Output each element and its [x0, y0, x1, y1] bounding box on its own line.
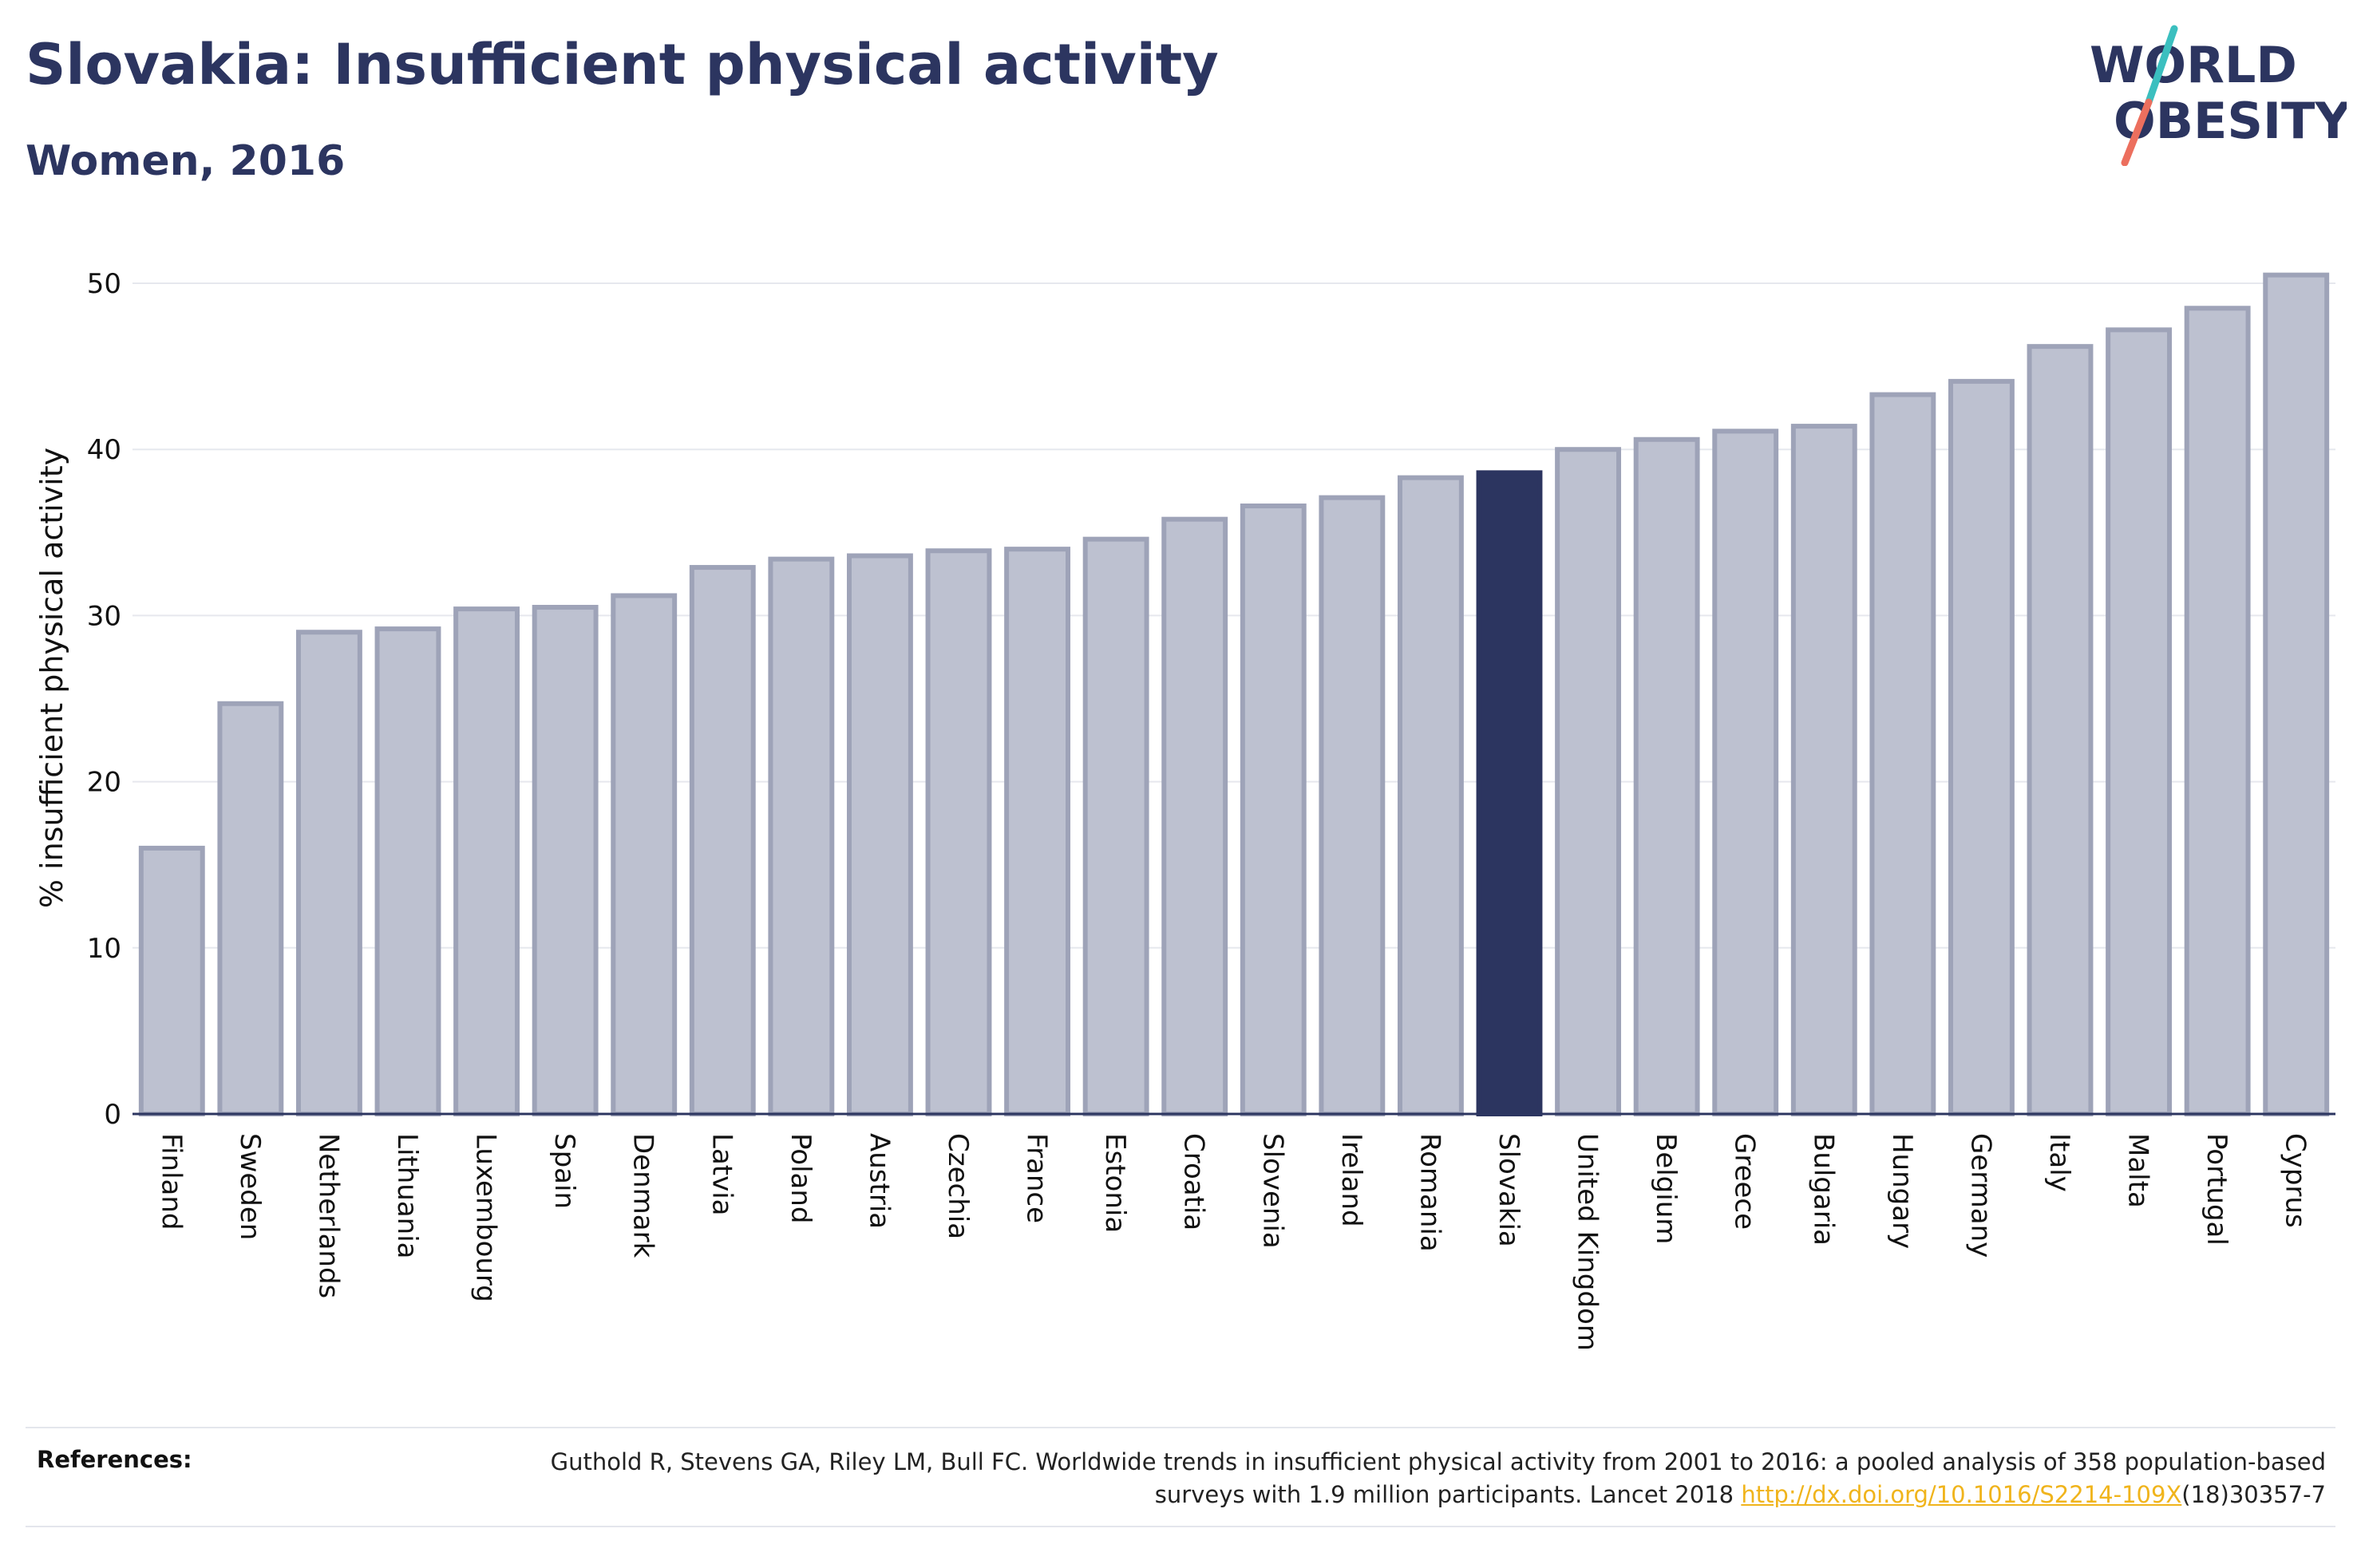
references-divider-top — [26, 1427, 2335, 1428]
x-tick-label: Romania — [1414, 1133, 1445, 1252]
world-obesity-logo: WORLD OBESITY — [2090, 25, 2347, 166]
bar-belgium — [1633, 436, 1700, 1116]
bar-austria — [846, 553, 913, 1116]
chart-title: Slovakia: Insufficient physical activity — [26, 32, 1219, 97]
bars — [138, 272, 2330, 1117]
x-tick-label: Finland — [155, 1133, 187, 1230]
bar-netherlands — [295, 630, 362, 1116]
bar-portugal — [2184, 306, 2251, 1116]
x-tick-label: Portugal — [2201, 1133, 2232, 1246]
x-tick-label: Luxembourg — [470, 1133, 502, 1302]
y-tick-label: 10 — [87, 933, 121, 965]
x-axis-labels: Finland Sweden Netherlands Lithuania Luxembo… — [155, 1133, 2311, 1351]
bar-croatia — [1161, 516, 1228, 1116]
bar-spain — [532, 605, 599, 1116]
bar-romania — [1397, 475, 1464, 1116]
logo-slash-coral — [2121, 98, 2153, 166]
bar-luxembourg — [453, 606, 520, 1116]
bar-hungary — [1869, 392, 1936, 1117]
x-tick-label: Greece — [1729, 1133, 1761, 1230]
y-tick-label: 0 — [104, 1099, 121, 1131]
x-tick-label: Lithuania — [391, 1133, 423, 1258]
bar-ireland — [1319, 495, 1386, 1116]
x-tick-label: Spain — [548, 1133, 580, 1209]
x-tick-label: Latvia — [706, 1133, 738, 1216]
x-tick-label: Czechia — [942, 1133, 974, 1239]
x-tick-label: Slovakia — [1493, 1133, 1525, 1247]
y-tick-label: 50 — [87, 268, 121, 300]
references-divider-bottom — [26, 1526, 2335, 1527]
bar-lithuania — [374, 626, 441, 1116]
bar-sweden — [217, 701, 284, 1116]
logo-line-1: WORLD — [2090, 36, 2297, 94]
x-tick-label: Netherlands — [312, 1133, 344, 1298]
y-tick-label: 20 — [87, 767, 121, 799]
y-axis-title: % insufficient physical activity — [34, 448, 69, 908]
chart-subtitle: Women, 2016 — [26, 137, 346, 185]
bar-slovakia — [1476, 470, 1543, 1116]
x-tick-label: Belgium — [1650, 1133, 1682, 1244]
bar-malta — [2106, 327, 2173, 1116]
reference-doi-link[interactable]: http://dx.doi.org/10.1016/S2214-109X — [1741, 1481, 2182, 1508]
bar-germany — [1948, 378, 2015, 1116]
x-tick-label: Germany — [1964, 1133, 1996, 1258]
bar-estonia — [1082, 536, 1149, 1116]
x-tick-label: Cyprus — [2280, 1133, 2312, 1228]
bar-finland — [138, 845, 205, 1117]
references-text: Guthold R, Stevens GA, Riley LM, Bull FC… — [490, 1446, 2326, 1511]
x-tick-label: Italy — [2043, 1133, 2075, 1192]
x-tick-label: Slovenia — [1256, 1133, 1288, 1249]
x-tick-label: Bulgaria — [1807, 1133, 1839, 1246]
bar-france — [1004, 547, 1071, 1116]
bar-italy — [2027, 344, 2094, 1117]
reference-citation: Guthold R, Stevens GA, Riley LM, Bull FC… — [550, 1448, 2326, 1508]
x-tick-label: Sweden — [234, 1133, 266, 1240]
x-tick-label: Croatia — [1178, 1133, 1210, 1230]
x-tick-label: Denmark — [627, 1133, 659, 1258]
logo-slash-teal — [2145, 25, 2178, 106]
x-tick-label: Estonia — [1099, 1133, 1131, 1233]
bar-czechia — [925, 548, 992, 1116]
y-axis-ticks: 0 10 20 30 40 50 — [87, 268, 121, 1131]
bar-chart: 0 10 20 30 40 50 Finland Sweden Netherlands Lith… — [34, 268, 2335, 1351]
bar-greece — [1712, 429, 1779, 1116]
reference-citation-suffix: (18)30357-7 — [2181, 1481, 2326, 1508]
bar-slovenia — [1240, 504, 1307, 1116]
x-tick-label: Poland — [785, 1133, 817, 1224]
references-label: References: — [37, 1446, 192, 1473]
x-tick-label: Malta — [2122, 1133, 2154, 1208]
bar-cyprus — [2263, 272, 2330, 1117]
bar-bulgaria — [1790, 424, 1857, 1116]
x-tick-label: Austria — [863, 1133, 895, 1229]
bar-denmark — [611, 593, 678, 1116]
bar-latvia — [689, 565, 756, 1116]
bar-united-kingdom — [1555, 447, 1622, 1116]
x-tick-label: United Kingdom — [1572, 1133, 1604, 1351]
y-tick-label: 40 — [87, 434, 121, 466]
x-tick-label: France — [1021, 1133, 1053, 1223]
y-tick-label: 30 — [87, 600, 121, 632]
x-tick-label: Ireland — [1335, 1133, 1367, 1227]
bar-poland — [768, 556, 835, 1116]
x-tick-label: Hungary — [1886, 1133, 1918, 1249]
